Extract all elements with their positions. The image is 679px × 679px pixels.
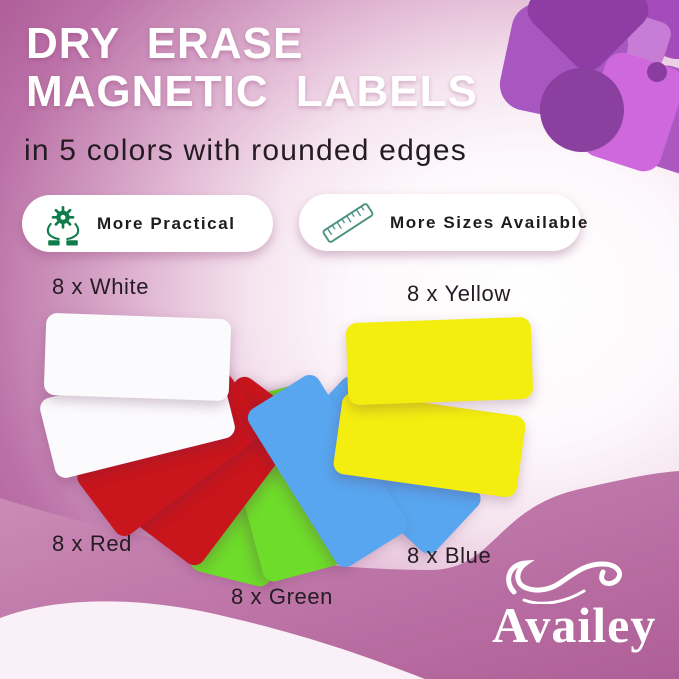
- page-subtitle: in 5 colors with rounded edges: [24, 134, 467, 167]
- badge-label: More Sizes Available: [390, 212, 589, 232]
- label-card-white-1: [43, 312, 232, 402]
- badge-label: More Practical: [97, 213, 236, 233]
- badge-more-practical: More Practical: [22, 195, 273, 252]
- title-line-2: MAGNETIC LABELS: [26, 67, 478, 116]
- light-wave: [0, 601, 425, 679]
- count-label-green: 8 x Green: [231, 584, 334, 609]
- count-label-white: 8 x White: [52, 274, 150, 299]
- badge-more-sizes: More Sizes Available: [299, 194, 587, 251]
- count-label-yellow: 8 x Yellow: [407, 281, 511, 306]
- brand-logo: Availey: [492, 556, 678, 668]
- count-label-blue: 8 x Blue: [407, 543, 492, 568]
- title-line-1: DRY ERASE: [26, 19, 304, 68]
- hands-gear-icon: [46, 205, 80, 245]
- page-title: DRY ERASE MAGNETIC LABELS: [26, 20, 478, 116]
- count-label-red: 8 x Red: [52, 531, 133, 556]
- purple-circle-shape: [540, 68, 624, 152]
- ruler-icon: [322, 202, 374, 243]
- brand-name: Availey: [492, 597, 657, 653]
- label-card-yellow-1: [345, 316, 534, 406]
- logo-swirl-icon: [506, 560, 622, 604]
- purple-circle-shape: [647, 62, 667, 82]
